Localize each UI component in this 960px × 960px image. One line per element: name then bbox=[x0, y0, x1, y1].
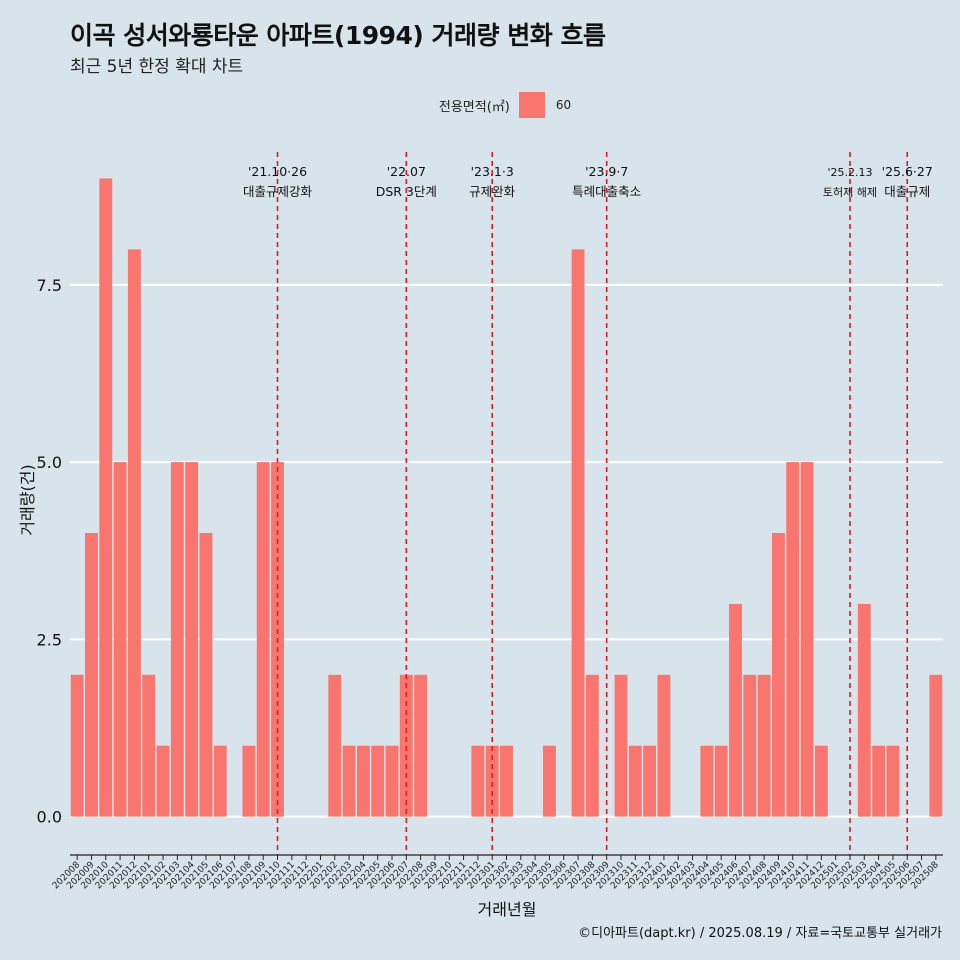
bar bbox=[356, 745, 370, 817]
y-axis-title: 거래량(건) bbox=[18, 464, 37, 535]
bar bbox=[571, 249, 585, 817]
chart-subtitle: 최근 5년 한정 확대 차트 bbox=[70, 57, 244, 77]
bar bbox=[399, 674, 413, 817]
event-date-label: '25.2.13 bbox=[827, 166, 872, 179]
bar bbox=[127, 249, 141, 817]
event-policy-label: 특례대출축소 bbox=[572, 184, 641, 199]
bar bbox=[714, 745, 728, 817]
y-tick-label: 7.5 bbox=[37, 276, 62, 295]
bar bbox=[786, 462, 800, 817]
bar bbox=[328, 674, 342, 817]
bar bbox=[757, 674, 771, 817]
bar bbox=[643, 745, 657, 817]
y-tick-label: 5.0 bbox=[37, 453, 62, 472]
bar bbox=[657, 674, 671, 817]
legend-label: 60 bbox=[555, 98, 572, 112]
bar bbox=[99, 178, 113, 817]
bar bbox=[585, 674, 599, 817]
event-markers: '21.10·26 대출규제강화 '22.07 DSR 3단계 '23.1·3 규제완화 '… bbox=[243, 152, 933, 855]
bar bbox=[800, 462, 814, 817]
legend: 전용면적(㎡) 60 bbox=[0, 92, 960, 118]
bar bbox=[743, 674, 757, 817]
event-policy-label: 토허제 해제 bbox=[823, 185, 877, 199]
bar bbox=[371, 745, 385, 817]
bar bbox=[113, 462, 127, 817]
bar bbox=[85, 533, 98, 817]
event-date-label: '23.1·3 bbox=[471, 164, 514, 179]
bar bbox=[929, 674, 943, 817]
bar bbox=[342, 745, 356, 817]
bar bbox=[857, 603, 871, 817]
event-policy-label: 대출규제강화 bbox=[243, 184, 313, 199]
bar bbox=[185, 462, 199, 817]
source-caption: ©디아파트(dapt.kr) / 2025.08.19 / 자료=국토교통부 실… bbox=[578, 926, 942, 941]
bar bbox=[814, 745, 828, 817]
bar bbox=[614, 674, 628, 817]
bar bbox=[471, 745, 485, 817]
event-date-label: '21.10·26 bbox=[248, 164, 307, 179]
bar bbox=[213, 745, 227, 817]
bar bbox=[70, 674, 84, 817]
bar bbox=[542, 745, 556, 817]
event-date-label: '23.9·7 bbox=[585, 164, 628, 179]
y-tick-label: 2.5 bbox=[37, 630, 62, 649]
bar bbox=[485, 745, 499, 817]
event-date-label: '25.6·27 bbox=[882, 164, 933, 179]
bars bbox=[70, 178, 943, 817]
bar bbox=[771, 533, 785, 817]
chart-title: 이곡 성서와룡타운 아파트(1994) 거래량 변화 흐름 bbox=[70, 21, 606, 50]
legend-title: 전용면적(㎡) bbox=[438, 99, 510, 115]
bar bbox=[700, 745, 714, 817]
bar bbox=[256, 462, 270, 817]
bar bbox=[385, 745, 399, 817]
bar bbox=[142, 674, 156, 817]
x-axis-title: 거래년월 bbox=[478, 900, 537, 919]
event-policy-label: DSR 3단계 bbox=[376, 184, 437, 199]
bar bbox=[500, 745, 513, 817]
bar bbox=[199, 533, 213, 817]
y-tick-label: 0.0 bbox=[37, 808, 62, 827]
bar bbox=[628, 745, 642, 817]
event-policy-label: 규제완화 bbox=[469, 184, 516, 199]
event-policy-label: 대출규제 bbox=[884, 184, 930, 199]
bar bbox=[414, 674, 428, 817]
bar bbox=[872, 745, 886, 817]
legend-swatch bbox=[518, 92, 545, 118]
bar bbox=[156, 745, 170, 817]
bar bbox=[170, 462, 184, 817]
event-date-label: '22.07 bbox=[387, 164, 426, 179]
bar bbox=[242, 745, 256, 817]
bar bbox=[729, 603, 742, 817]
bar bbox=[886, 745, 900, 817]
